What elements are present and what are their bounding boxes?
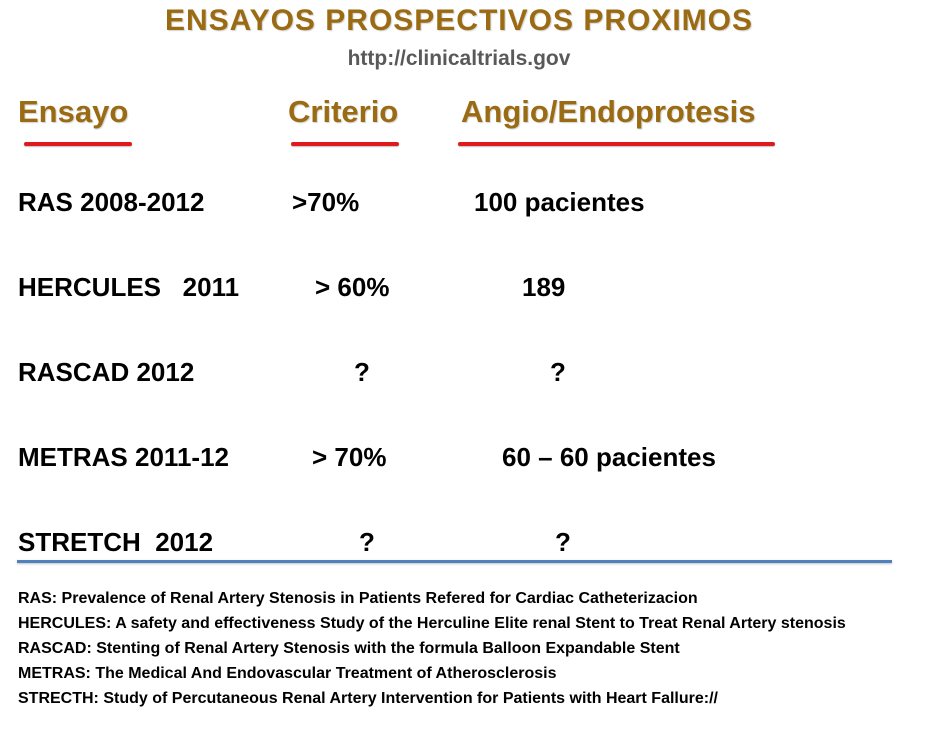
header-angio-underline bbox=[458, 142, 775, 146]
row-trial: RAS 2008-2012 bbox=[18, 187, 205, 217]
row-criterio: ? bbox=[354, 357, 370, 387]
row-criterio: > 60% bbox=[315, 272, 390, 302]
header-angio: Angio/Endoprotesis bbox=[461, 94, 756, 129]
footnote-hercules: HERCULES: A safety and effectiveness Stu… bbox=[18, 615, 846, 633]
footnote-text: Stenting of Renal Artery Stenosis with t… bbox=[91, 640, 680, 657]
header-criterio: Criterio bbox=[288, 94, 399, 129]
footnote-abbr: RASCAD: bbox=[18, 640, 92, 657]
row-angio: 189 bbox=[522, 272, 566, 302]
row-trial: HERCULES 2011 bbox=[18, 272, 240, 302]
footnote-rascad: RASCAD: Stenting of Renal Artery Stenosi… bbox=[18, 640, 680, 658]
footnote-stretch: STRECTH: Study of Percutaneous Renal Art… bbox=[18, 690, 718, 708]
row-angio: ? bbox=[555, 527, 571, 557]
footnote-text: Study of Percutaneous Renal Artery Inter… bbox=[98, 690, 718, 707]
slide-title: ENSAYOS PROSPECTIVOS PROXIMOS bbox=[164, 4, 754, 37]
row-trial: STRETCH 2012 bbox=[18, 527, 214, 557]
footnote-abbr: HERCULES: bbox=[18, 615, 112, 632]
footnote-abbr: RAS: bbox=[18, 590, 58, 607]
footnote-text: Prevalence of Renal Artery Stenosis in P… bbox=[57, 590, 698, 607]
source-url: http://clinicaltrials.gov bbox=[347, 47, 571, 70]
footnote-text: The Medical And Endovascular Treatment o… bbox=[90, 665, 557, 682]
row-angio: ? bbox=[550, 357, 566, 387]
footnote-ras: RAS: Prevalence of Renal Artery Stenosis… bbox=[18, 590, 698, 608]
row-criterio: ? bbox=[359, 527, 375, 557]
header-criterio-underline bbox=[291, 142, 399, 146]
row-trial: METRAS 2011-12 bbox=[18, 442, 229, 472]
footnote-metras: METRAS: The Medical And Endovascular Tre… bbox=[18, 665, 557, 683]
header-ensayo-underline bbox=[24, 142, 132, 146]
row-angio: 60 – 60 pacientes bbox=[502, 442, 716, 472]
footnote-abbr: METRAS: bbox=[18, 665, 91, 682]
footnote-text: A safety and effectiveness Study of the … bbox=[111, 615, 846, 632]
table-divider bbox=[17, 560, 892, 563]
row-angio: 100 pacientes bbox=[474, 187, 645, 217]
row-trial: RASCAD 2012 bbox=[18, 357, 195, 387]
footnote-abbr: STRECTH: bbox=[18, 690, 99, 707]
row-criterio: >70% bbox=[292, 187, 360, 217]
header-ensayo: Ensayo bbox=[18, 94, 129, 129]
row-criterio: > 70% bbox=[312, 442, 387, 472]
